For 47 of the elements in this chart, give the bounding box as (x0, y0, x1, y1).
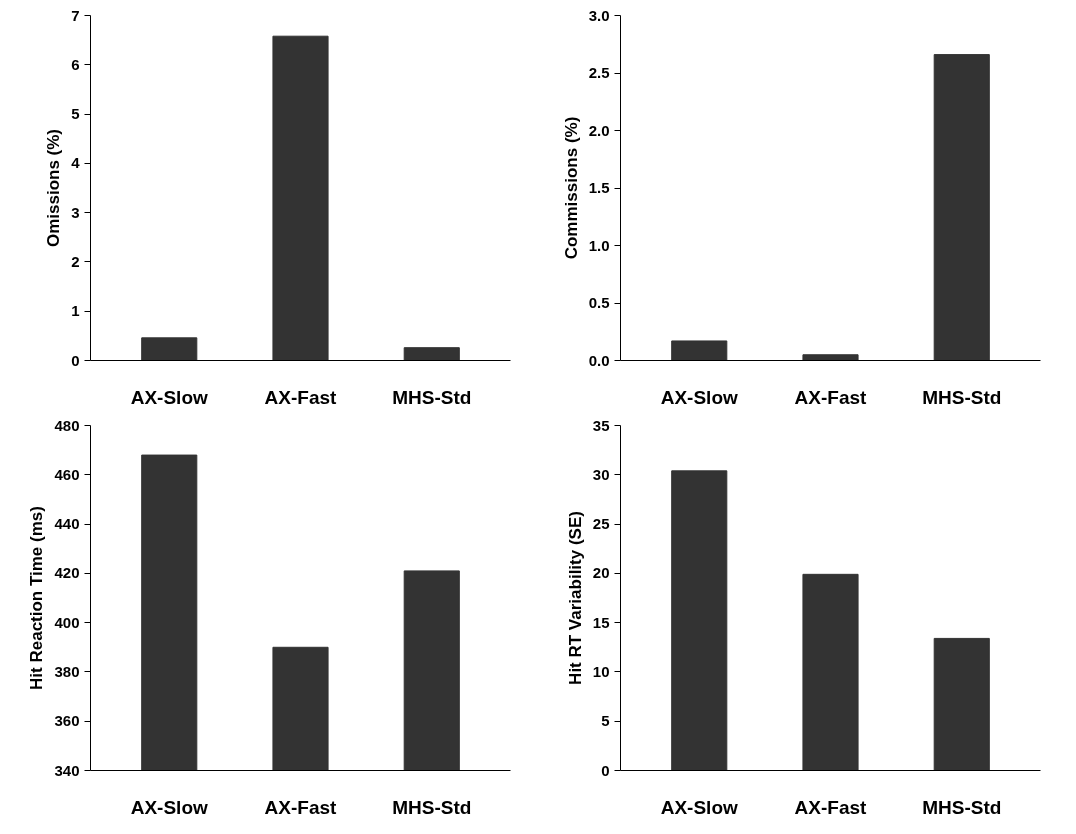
y-tick-label: 2.5 (588, 64, 610, 81)
x-tick-label: AX-Slow (130, 796, 208, 818)
y-tick-label: 380 (54, 662, 80, 680)
y-axis-title: Hit RT Variability (SE) (565, 511, 585, 685)
x-tick-label: AX-Fast (264, 386, 338, 408)
y-tick-label: 4 (71, 154, 81, 172)
y-tick-label: 0 (71, 351, 80, 369)
x-tick-label: MHS-Std (922, 386, 1002, 408)
y-tick-label: 440 (54, 515, 80, 533)
y-tick-label: 2.0 (588, 121, 610, 139)
x-tick-label: AX-Fast (794, 796, 868, 818)
y-tick-label: 15 (592, 613, 610, 631)
x-tick-label: AX-Fast (794, 386, 868, 408)
y-axis-title: Commissions (%) (561, 116, 581, 260)
y-tick-label: 2 (71, 252, 80, 270)
y-tick-label: 0.5 (588, 294, 610, 311)
y-tick-label: 1.0 (588, 236, 610, 254)
y-axis-title: Omissions (%) (44, 128, 64, 248)
x-tick-label: AX-Fast (264, 796, 338, 818)
y-tick-label: 460 (54, 465, 80, 483)
y-tick-label: 1.5 (588, 179, 610, 196)
y-tick-label: 5 (601, 712, 610, 730)
x-tick-label: MHS-Std (392, 796, 472, 818)
y-tick-label: 7 (71, 6, 80, 24)
y-tick-label: 10 (592, 662, 610, 680)
y-tick-label: 5 (71, 105, 80, 123)
y-tick-label: 420 (54, 564, 80, 582)
y-tick-label: 480 (54, 416, 80, 434)
y-tick-label: 20 (592, 564, 610, 582)
y-tick-label: 0 (601, 761, 610, 779)
x-tick-label: MHS-Std (392, 386, 472, 408)
y-tick-label: 360 (54, 712, 80, 730)
y-tick-label: 0.0 (588, 351, 610, 369)
y-tick-label: 25 (592, 515, 610, 533)
y-tick-label: 1 (71, 302, 80, 320)
y-tick-label: 3 (71, 203, 80, 221)
y-tick-label: 400 (54, 613, 80, 631)
y-axis-title: Hit Reaction Time (ms) (27, 506, 47, 690)
x-tick-label: MHS-Std (922, 796, 1002, 818)
y-tick-label: 35 (592, 416, 610, 434)
y-tick-label: 3.0 (588, 6, 610, 24)
x-tick-label: AX-Slow (660, 796, 738, 818)
x-tick-label: AX-Slow (660, 386, 738, 408)
y-tick-label: 340 (54, 761, 80, 779)
y-tick-label: 30 (592, 465, 610, 483)
x-tick-label: AX-Slow (130, 386, 208, 408)
y-tick-label: 6 (71, 55, 80, 73)
